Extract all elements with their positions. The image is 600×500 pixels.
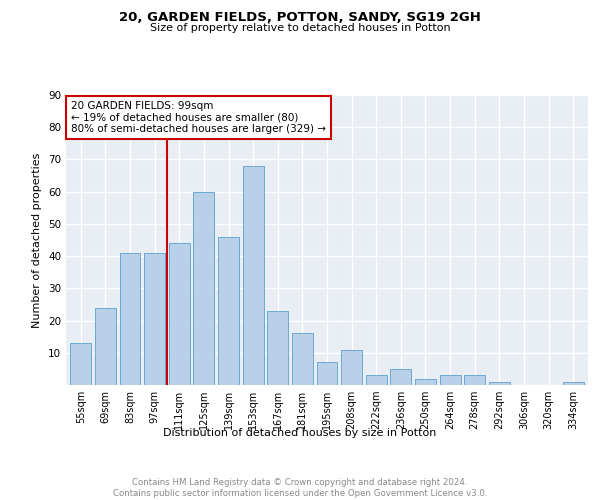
Bar (464, 376, 485, 385)
Bar (366, 376, 387, 385)
Bar (391, 369, 412, 385)
Text: Size of property relative to detached houses in Potton: Size of property relative to detached ho… (149, 23, 451, 33)
Bar (169, 243, 190, 385)
Text: Contains HM Land Registry data © Crown copyright and database right 2024.
Contai: Contains HM Land Registry data © Crown c… (113, 478, 487, 498)
Bar (242, 166, 263, 385)
Bar (563, 382, 584, 385)
Bar (317, 362, 337, 385)
Bar (267, 311, 288, 385)
Text: 20, GARDEN FIELDS, POTTON, SANDY, SG19 2GH: 20, GARDEN FIELDS, POTTON, SANDY, SG19 2… (119, 11, 481, 24)
Bar (95, 308, 116, 385)
Bar (144, 253, 165, 385)
Bar (70, 343, 91, 385)
Bar (292, 334, 313, 385)
Bar (193, 192, 214, 385)
Bar (119, 253, 140, 385)
Text: Distribution of detached houses by size in Potton: Distribution of detached houses by size … (163, 428, 437, 438)
Bar (415, 378, 436, 385)
Y-axis label: Number of detached properties: Number of detached properties (32, 152, 43, 328)
Bar (489, 382, 510, 385)
Text: 20 GARDEN FIELDS: 99sqm
← 19% of detached houses are smaller (80)
80% of semi-de: 20 GARDEN FIELDS: 99sqm ← 19% of detache… (71, 101, 326, 134)
Bar (218, 237, 239, 385)
Bar (341, 350, 362, 385)
Bar (440, 376, 461, 385)
